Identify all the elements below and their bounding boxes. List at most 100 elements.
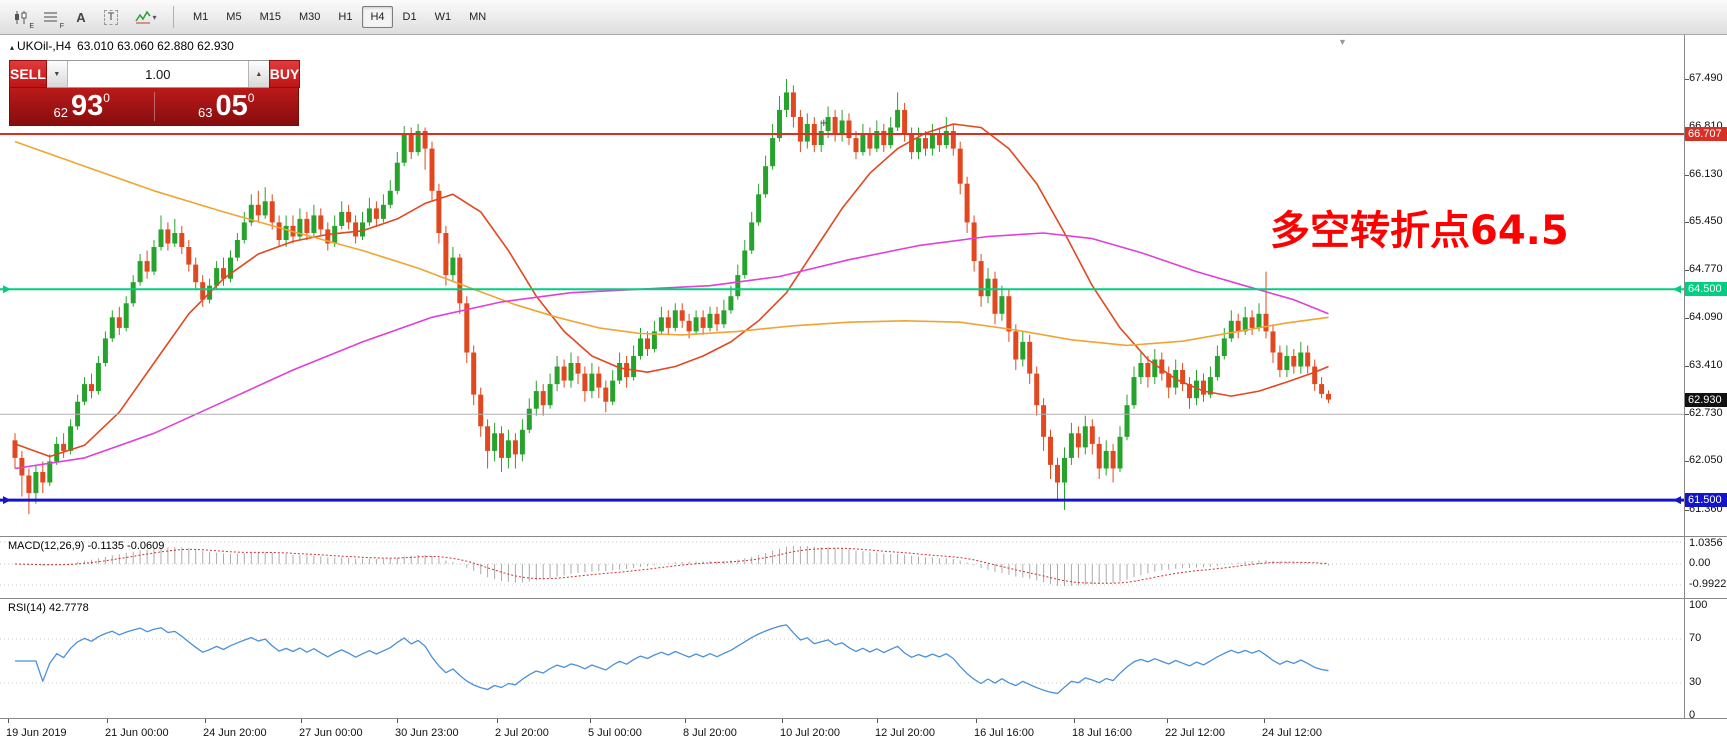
price-badge: 62.930 xyxy=(1685,392,1727,407)
time-tick xyxy=(877,719,878,723)
timeframe-button-h4[interactable]: H4 xyxy=(362,6,393,28)
timeframe-button-m5[interactable]: M5 xyxy=(226,11,242,23)
price-badge: 61.500 xyxy=(1685,493,1727,508)
macd-axis-label: 0.00 xyxy=(1689,557,1711,569)
timeframe-button-d1[interactable]: D1 xyxy=(402,11,417,23)
axis-tick xyxy=(1685,461,1689,463)
macd-chart[interactable] xyxy=(0,537,1684,598)
macd-axis-label: 1.0356 xyxy=(1689,537,1723,549)
timeframe-button-m30[interactable]: M30 xyxy=(298,11,321,23)
rsi-label-row: RSI(14) 42.7778 xyxy=(8,602,89,614)
chart-mode-candles-button[interactable]: E xyxy=(6,3,36,31)
price-axis[interactable]: 67.490 66.810 66.130 65.450 64.770 64.090 63.4… xyxy=(1684,35,1727,536)
ask-pips: 05 xyxy=(215,90,248,122)
text-tool-label: T xyxy=(103,9,119,25)
time-tick xyxy=(205,719,206,723)
time-tick xyxy=(976,719,977,723)
chart-header: ▴ UKOil-,H4 63.010 63.060 62.880 62.930 xyxy=(10,39,234,53)
bid-pipette: 0 xyxy=(103,91,110,105)
trade-prices-row: 62 93 0 63 05 0 xyxy=(9,88,299,126)
rsi-chart[interactable] xyxy=(0,599,1684,718)
time-axis-label: 12 Jul 20:00 xyxy=(875,727,935,739)
time-axis-label: 24 Jun 20:00 xyxy=(203,727,267,739)
timeframe-button-m1[interactable]: M1 xyxy=(193,11,209,23)
volume-control: ▼ ▲ xyxy=(46,60,269,88)
price-axis-label: 64.770 xyxy=(1689,263,1723,276)
chart-ohlc-values: 63.010 63.060 62.880 62.930 xyxy=(77,39,234,53)
volume-up-button[interactable]: ▲ xyxy=(247,61,269,87)
time-axis-label: 30 Jun 23:00 xyxy=(395,727,459,739)
time-axis-label: 8 Jul 20:00 xyxy=(683,727,737,739)
rsi-axis-label: 0 xyxy=(1689,709,1696,721)
toolbar-separator xyxy=(173,6,174,28)
rsi-value: 42.7778 xyxy=(48,602,89,614)
sell-button[interactable]: SELL xyxy=(9,60,47,88)
candlestick-chart[interactable] xyxy=(0,35,1684,536)
top-toolbar: E F A T ▾ M1 M5 M15 M30 H1 H4 D1 W1 MN xyxy=(0,0,1727,35)
expand-icon: ▴ xyxy=(10,43,15,52)
rsi-axis-label: 70 xyxy=(1689,632,1702,644)
chart-annotation-text: 多空转折点64.5 xyxy=(1270,208,1569,254)
time-axis-label: 24 Jul 12:00 xyxy=(1262,727,1322,739)
price-badge: 66.707 xyxy=(1685,127,1727,141)
bid-whole: 62 xyxy=(53,105,68,120)
ask-whole: 63 xyxy=(198,105,213,120)
rsi-label: RSI(14) xyxy=(8,602,46,614)
chart-symbol-timeframe: UKOil-,H4 xyxy=(17,39,72,53)
time-axis-label: 22 Jul 12:00 xyxy=(1165,727,1225,739)
chevron-down-icon: ▾ xyxy=(152,12,157,22)
time-axis-label: 21 Jun 00:00 xyxy=(105,727,169,739)
time-tick xyxy=(107,719,108,723)
ask-price-display[interactable]: 63 05 0 xyxy=(155,88,299,125)
price-chart-panel[interactable]: ▴ UKOil-,H4 63.010 63.060 62.880 62.930 SE… xyxy=(0,35,1727,536)
indicator-icon xyxy=(135,10,152,23)
timeframe-button-mn[interactable]: MN xyxy=(469,11,487,23)
candlestick-icon xyxy=(15,10,27,24)
text-tool-button[interactable]: T xyxy=(96,3,126,31)
macd-label: MACD(12,26,9) xyxy=(8,540,85,552)
axis-tick xyxy=(1685,509,1689,511)
axis-tick xyxy=(1685,222,1689,224)
time-axis-label: 27 Jun 00:00 xyxy=(299,727,363,739)
price-axis-label: 64.090 xyxy=(1689,311,1723,323)
price-badge: 64.500 xyxy=(1685,282,1727,297)
time-axis-label: 18 Jul 16:00 xyxy=(1072,727,1132,739)
timeframe-button-w1[interactable]: W1 xyxy=(434,11,452,23)
time-axis[interactable]: 19 Jun 2019 21 Jun 00:00 24 Jun 20:00 27 Ju… xyxy=(0,718,1727,749)
cursor-tool-label: A xyxy=(76,9,86,25)
indicators-menu-button[interactable]: ▾ xyxy=(126,3,166,31)
time-axis-label: 16 Jul 16:00 xyxy=(974,727,1034,739)
axis-tick xyxy=(1685,79,1689,80)
buy-button[interactable]: BUY xyxy=(268,60,301,88)
price-axis-label: 67.490 xyxy=(1689,72,1723,84)
time-tick xyxy=(590,719,591,723)
time-tick xyxy=(1264,719,1265,723)
time-tick xyxy=(1074,719,1075,723)
macd-panel[interactable]: MACD(12,26,9) -0.1135 -0.0609 1.0356 0.00… xyxy=(0,536,1727,598)
bid-price-display[interactable]: 62 93 0 xyxy=(10,88,154,125)
scroll-position-icon[interactable]: ▼ xyxy=(1338,37,1347,47)
rsi-axis[interactable]: 100 70 30 0 xyxy=(1684,599,1727,721)
macd-axis-label: -0.9922 xyxy=(1689,578,1727,590)
time-axis-label: 10 Jul 20:00 xyxy=(780,727,840,739)
volume-down-button[interactable]: ▼ xyxy=(46,61,68,87)
macd-axis[interactable]: 1.0356 0.00 -0.9922 xyxy=(1684,537,1727,598)
timeframe-button-h1[interactable]: H1 xyxy=(338,11,353,23)
axis-tick xyxy=(1685,270,1689,272)
time-axis-label: 2 Jul 20:00 xyxy=(495,727,549,739)
time-tick xyxy=(782,719,783,723)
rsi-axis-label: 100 xyxy=(1689,599,1708,611)
axis-tick xyxy=(1685,318,1689,319)
timeframe-button-group: M1 M5 M15 M30 H1 H4 D1 W1 MN xyxy=(185,6,494,28)
timeframe-button-m15[interactable]: M15 xyxy=(259,11,281,23)
price-axis-label: 62.730 xyxy=(1689,406,1723,419)
time-tick xyxy=(397,719,398,723)
chart-shift-button[interactable]: F xyxy=(36,3,66,31)
rsi-panel[interactable]: RSI(14) 42.7778 100 70 30 0 xyxy=(0,598,1727,721)
volume-input[interactable] xyxy=(67,61,248,87)
time-tick xyxy=(8,719,9,723)
cursor-tool-button[interactable]: A xyxy=(66,3,96,31)
chart-cross-marker: + xyxy=(820,115,828,130)
price-divider xyxy=(153,92,155,121)
macd-label-row: MACD(12,26,9) -0.1135 -0.0609 xyxy=(8,540,164,552)
